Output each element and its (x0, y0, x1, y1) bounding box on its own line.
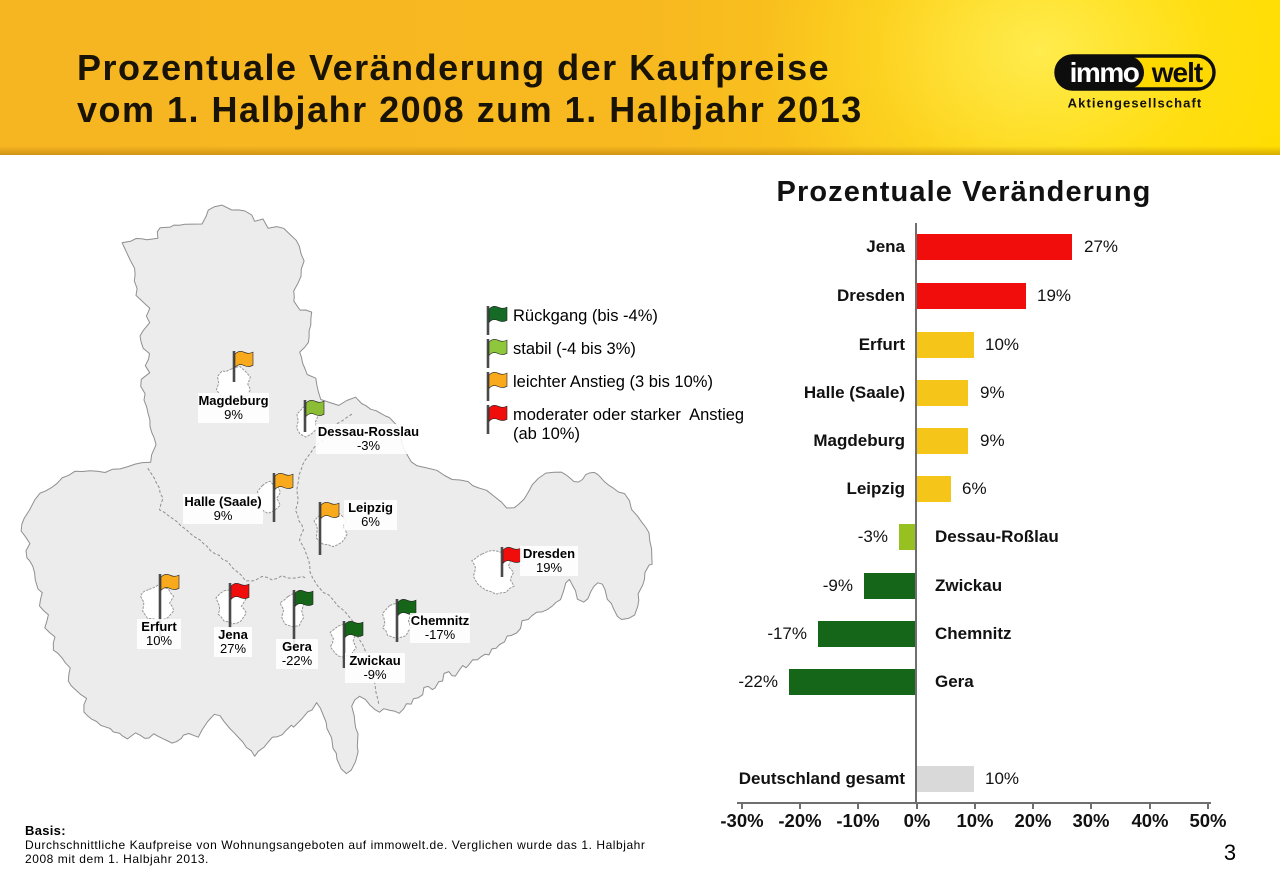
svg-text:immo: immo (1070, 57, 1140, 88)
svg-text:Aktiengesellschaft: Aktiengesellschaft (1068, 96, 1203, 111)
svg-text:welt: welt (1151, 57, 1203, 88)
